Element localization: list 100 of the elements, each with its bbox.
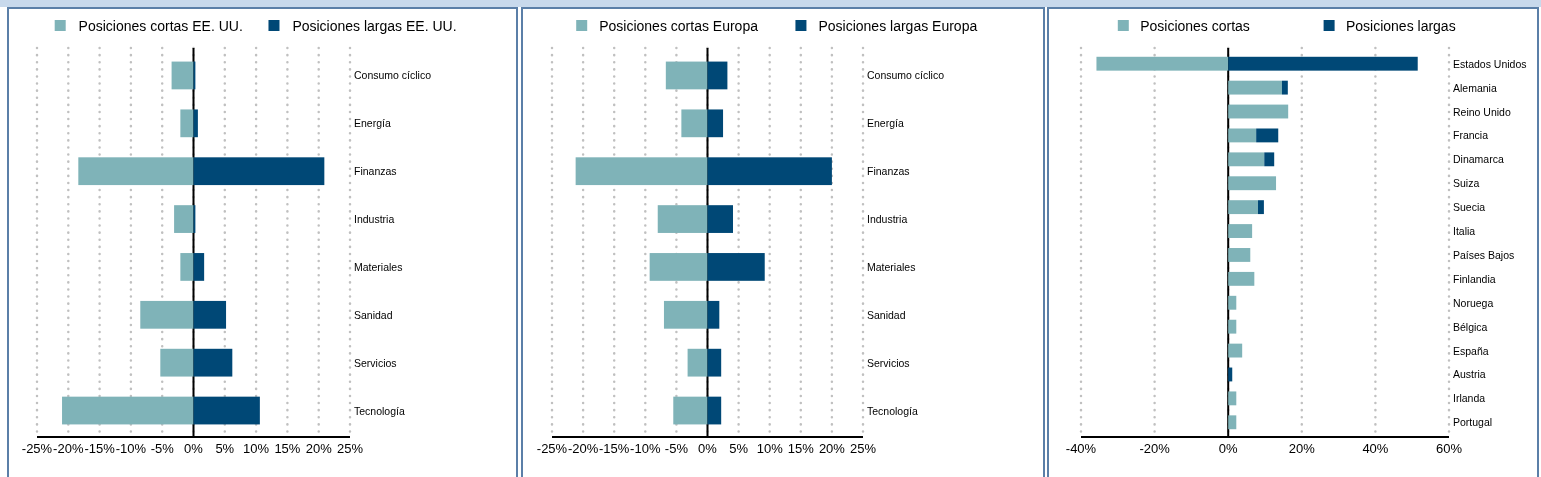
bar	[193, 109, 198, 138]
bar	[180, 109, 194, 138]
bar	[1228, 104, 1289, 119]
bar	[1258, 200, 1264, 215]
x-tick-label: 60%	[1435, 441, 1463, 456]
x-tick-label: 0%	[698, 441, 718, 456]
x-tick-label: 5%	[215, 441, 235, 456]
legend-label: Posiciones cortas EE. UU.	[78, 18, 243, 34]
bar	[62, 396, 194, 425]
bar	[707, 157, 832, 186]
bar	[1228, 367, 1233, 382]
y-tick-label: Servicios	[867, 356, 910, 369]
bar	[1228, 271, 1255, 286]
bar	[1228, 200, 1259, 215]
x-tick-label: 0%	[184, 441, 204, 456]
bar	[1228, 224, 1253, 238]
y-tick-label: Austria	[1453, 368, 1486, 381]
bar	[673, 396, 708, 425]
bar	[1096, 56, 1229, 71]
bar	[1228, 391, 1237, 406]
x-tick-label: -15%	[599, 441, 630, 456]
bar	[174, 205, 194, 233]
bar	[663, 300, 708, 329]
y-tick-label: Francia	[1453, 129, 1489, 142]
legend-label: Posiciones largas EE. UU.	[292, 18, 457, 34]
bar	[1228, 319, 1237, 334]
y-tick-label: Materiales	[867, 260, 916, 273]
x-tick-label: -20%	[567, 441, 599, 456]
bar	[707, 253, 765, 281]
legend-label: Posiciones cortas	[1140, 18, 1250, 34]
bar	[649, 253, 708, 281]
y-tick-label: Países Bajos	[1453, 248, 1515, 261]
x-tick-label: -25%	[536, 441, 568, 456]
x-tick-label: 20%	[305, 441, 333, 456]
y-tick-label: Dinamarca	[1453, 153, 1504, 166]
x-tick-label: -5%	[664, 441, 689, 456]
x-tick-label: 5%	[729, 441, 749, 456]
x-tick-label: 10%	[243, 441, 270, 456]
y-tick-label: Finanzas	[867, 165, 910, 178]
y-tick-label: Materiales	[354, 260, 403, 273]
bar	[1228, 176, 1277, 191]
x-tick-label: -20%	[1139, 441, 1171, 456]
bar	[193, 157, 325, 186]
bar	[78, 157, 194, 186]
x-tick-label: -15%	[84, 441, 116, 456]
y-tick-label: Noruega	[1453, 296, 1494, 309]
y-tick-label: Energía	[354, 117, 391, 130]
bar	[140, 300, 194, 329]
y-tick-label: Tecnología	[354, 404, 405, 417]
y-tick-label: Italia	[1453, 225, 1476, 238]
y-tick-label: Industria	[354, 213, 395, 226]
y-tick-label: Tecnología	[867, 404, 918, 417]
bar	[1281, 80, 1288, 95]
y-tick-label: Consumo cíclico	[354, 69, 432, 82]
y-tick-label: Consumo cíclico	[867, 69, 945, 82]
x-tick-label: 10%	[756, 441, 784, 456]
bar	[171, 61, 194, 90]
bar	[575, 157, 708, 186]
y-tick-label: Energía	[867, 117, 904, 130]
bar	[160, 348, 194, 377]
bar	[1228, 248, 1251, 262]
y-tick-label: Sanidad	[354, 308, 393, 321]
y-tick-label: Estados Unidos	[1453, 57, 1527, 70]
bar	[193, 253, 205, 281]
bar	[193, 300, 227, 329]
y-tick-label: Alemania	[1453, 81, 1497, 94]
bar	[1264, 152, 1275, 167]
x-tick-label: 15%	[274, 441, 301, 456]
bar	[707, 61, 728, 90]
x-tick-label: 25%	[849, 441, 877, 456]
bar	[707, 300, 720, 329]
x-tick-label: 0%	[1218, 441, 1239, 456]
bar	[180, 253, 194, 281]
x-tick-label: -10%	[630, 441, 661, 456]
y-tick-label: España	[1453, 344, 1489, 357]
x-tick-label: -25%	[21, 441, 53, 456]
x-tick-label: -20%	[53, 441, 84, 456]
bar	[1228, 152, 1265, 167]
bar	[1228, 415, 1237, 430]
x-tick-label: 25%	[336, 441, 364, 456]
x-tick-label: 40%	[1362, 441, 1389, 456]
bar	[665, 61, 708, 90]
bar	[707, 205, 733, 233]
x-tick-label: -40%	[1065, 441, 1097, 456]
y-tick-label: Sanidad	[867, 308, 906, 321]
bar	[1256, 128, 1279, 143]
y-tick-label: Servicios	[354, 356, 397, 369]
y-tick-label: Reino Unido	[1453, 105, 1511, 118]
y-tick-label: Finlandia	[1453, 272, 1496, 285]
x-tick-label: 20%	[818, 441, 846, 456]
bar	[681, 109, 708, 138]
bar	[707, 109, 724, 138]
x-tick-label: -5%	[150, 441, 175, 456]
bar	[687, 348, 708, 377]
y-tick-label: Suiza	[1453, 177, 1480, 190]
bar	[707, 396, 722, 425]
bar	[1228, 343, 1243, 358]
bar	[707, 348, 722, 377]
y-tick-label: Portugal	[1453, 416, 1493, 429]
bar	[1228, 56, 1418, 71]
